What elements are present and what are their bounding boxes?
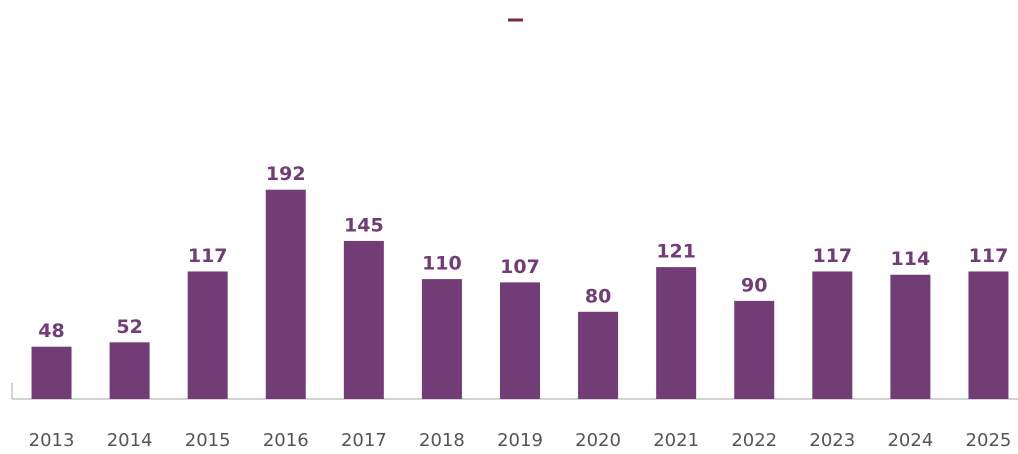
bar <box>187 271 228 399</box>
data-label: 121 <box>656 241 696 263</box>
x-tick-label: 2024 <box>887 430 933 451</box>
data-label: 90 <box>741 274 767 296</box>
x-tick-label: 2025 <box>966 430 1012 451</box>
bar <box>734 300 775 399</box>
bar <box>109 342 150 399</box>
bar <box>656 267 697 399</box>
bar <box>343 240 384 399</box>
x-tick-label: 2022 <box>731 430 777 451</box>
bar <box>968 271 1009 399</box>
x-tick-label: 2021 <box>653 430 699 451</box>
data-label: 48 <box>38 320 64 342</box>
data-label: 117 <box>969 245 1009 267</box>
bar <box>500 282 540 399</box>
x-tick-label: 2015 <box>185 430 231 451</box>
data-label: 80 <box>585 285 611 307</box>
data-label: 52 <box>116 316 142 338</box>
bar <box>812 271 853 399</box>
x-tick-label: 2016 <box>263 430 309 451</box>
data-label: 107 <box>500 256 540 278</box>
bar <box>265 189 306 399</box>
data-label: 114 <box>891 248 931 270</box>
data-label: 192 <box>266 163 306 185</box>
data-label: 145 <box>344 214 384 236</box>
x-tick-label: 2013 <box>29 430 75 451</box>
x-tick-label: 2019 <box>497 430 543 451</box>
x-tick-label: 2023 <box>809 430 855 451</box>
data-label: 117 <box>812 245 852 267</box>
data-label: 110 <box>422 253 462 275</box>
bar <box>578 311 619 399</box>
x-tick-label: 2020 <box>575 430 621 451</box>
bar <box>890 274 931 399</box>
bar <box>421 279 462 399</box>
data-label: 117 <box>188 245 228 267</box>
x-tick-label: 2014 <box>107 430 153 451</box>
x-tick-label: 2018 <box>419 430 465 451</box>
x-tick-label: 2017 <box>341 430 387 451</box>
bar <box>31 346 72 399</box>
